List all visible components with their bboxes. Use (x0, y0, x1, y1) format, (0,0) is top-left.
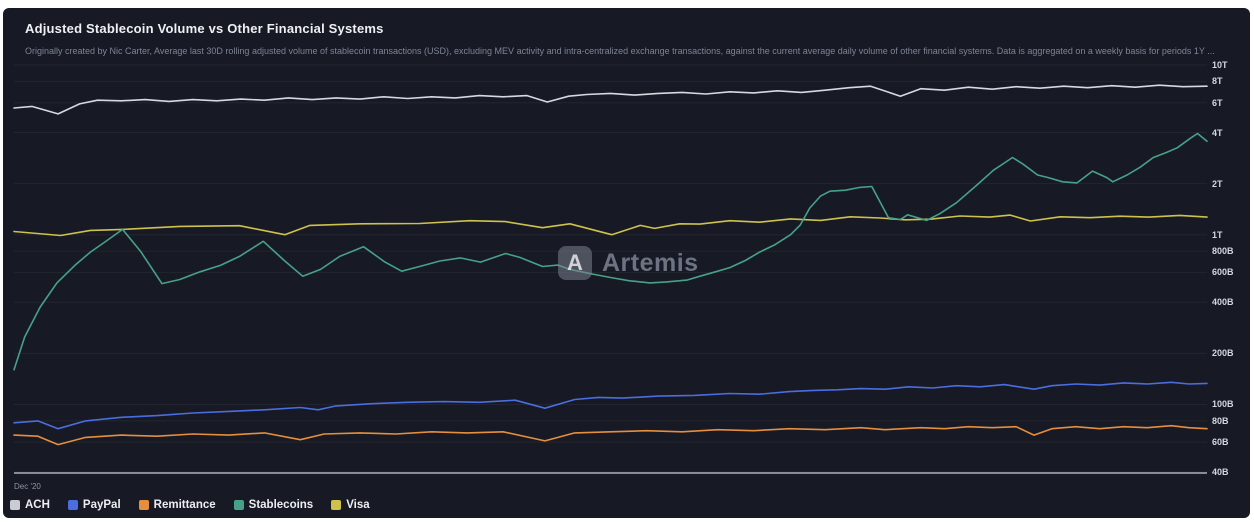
legend-swatch-stablecoins (233, 500, 244, 510)
y-tick-label-100b: 100B (1212, 399, 1234, 409)
series-line-ach (13, 84, 1208, 115)
chart-title: Adjusted Stablecoin Volume vs Other Fina… (25, 21, 384, 36)
legend-label: PayPal (82, 499, 121, 511)
series-line-paypal (13, 381, 1208, 430)
legend-item-stablecoins[interactable]: Stablecoins (233, 499, 314, 511)
series-line-remittance (13, 424, 1208, 446)
y-tick-label-800b: 800B (1212, 246, 1234, 256)
legend-item-visa[interactable]: Visa (331, 499, 370, 511)
legend-swatch-visa (331, 500, 342, 510)
y-tick-label-4t: 4T (1212, 128, 1223, 138)
y-tick-label-1t: 1T (1212, 230, 1223, 240)
x-axis-label: Dec '20 (14, 482, 41, 491)
legend-label: ACH (25, 499, 50, 511)
y-tick-label-40b: 40B (1212, 467, 1229, 477)
legend-item-paypal[interactable]: PayPal (67, 499, 121, 511)
y-tick-label-6t: 6T (1212, 98, 1223, 108)
y-tick-label-80b: 80B (1212, 416, 1229, 426)
y-tick-label-60b: 60B (1212, 437, 1229, 447)
y-tick-label-10t: 10T (1212, 60, 1228, 70)
chart-subtitle: Originally created by Nic Carter, Averag… (25, 46, 1215, 56)
y-tick-label-400b: 400B (1212, 297, 1234, 307)
y-tick-label-200b: 200B (1212, 348, 1234, 358)
legend-swatch-remittance (138, 500, 149, 510)
y-tick-label-600b: 600B (1212, 267, 1234, 277)
y-tick-label-8t: 8T (1212, 76, 1223, 86)
legend-label: Stablecoins (248, 499, 314, 511)
legend-swatch-paypal (67, 500, 78, 510)
legend-item-remittance[interactable]: Remittance (138, 499, 216, 511)
series-line-visa (13, 214, 1208, 237)
legend-label: Remittance (153, 499, 216, 511)
legend-swatch-ach (10, 500, 20, 510)
legend-label: Visa (346, 499, 370, 511)
y-tick-label-2t: 2T (1212, 179, 1223, 189)
legend: ACH PayPal Remittance Stablecoins Visa (10, 499, 370, 511)
legend-item-ach[interactable]: ACH (10, 499, 50, 511)
series-line-stablecoins (13, 132, 1208, 371)
